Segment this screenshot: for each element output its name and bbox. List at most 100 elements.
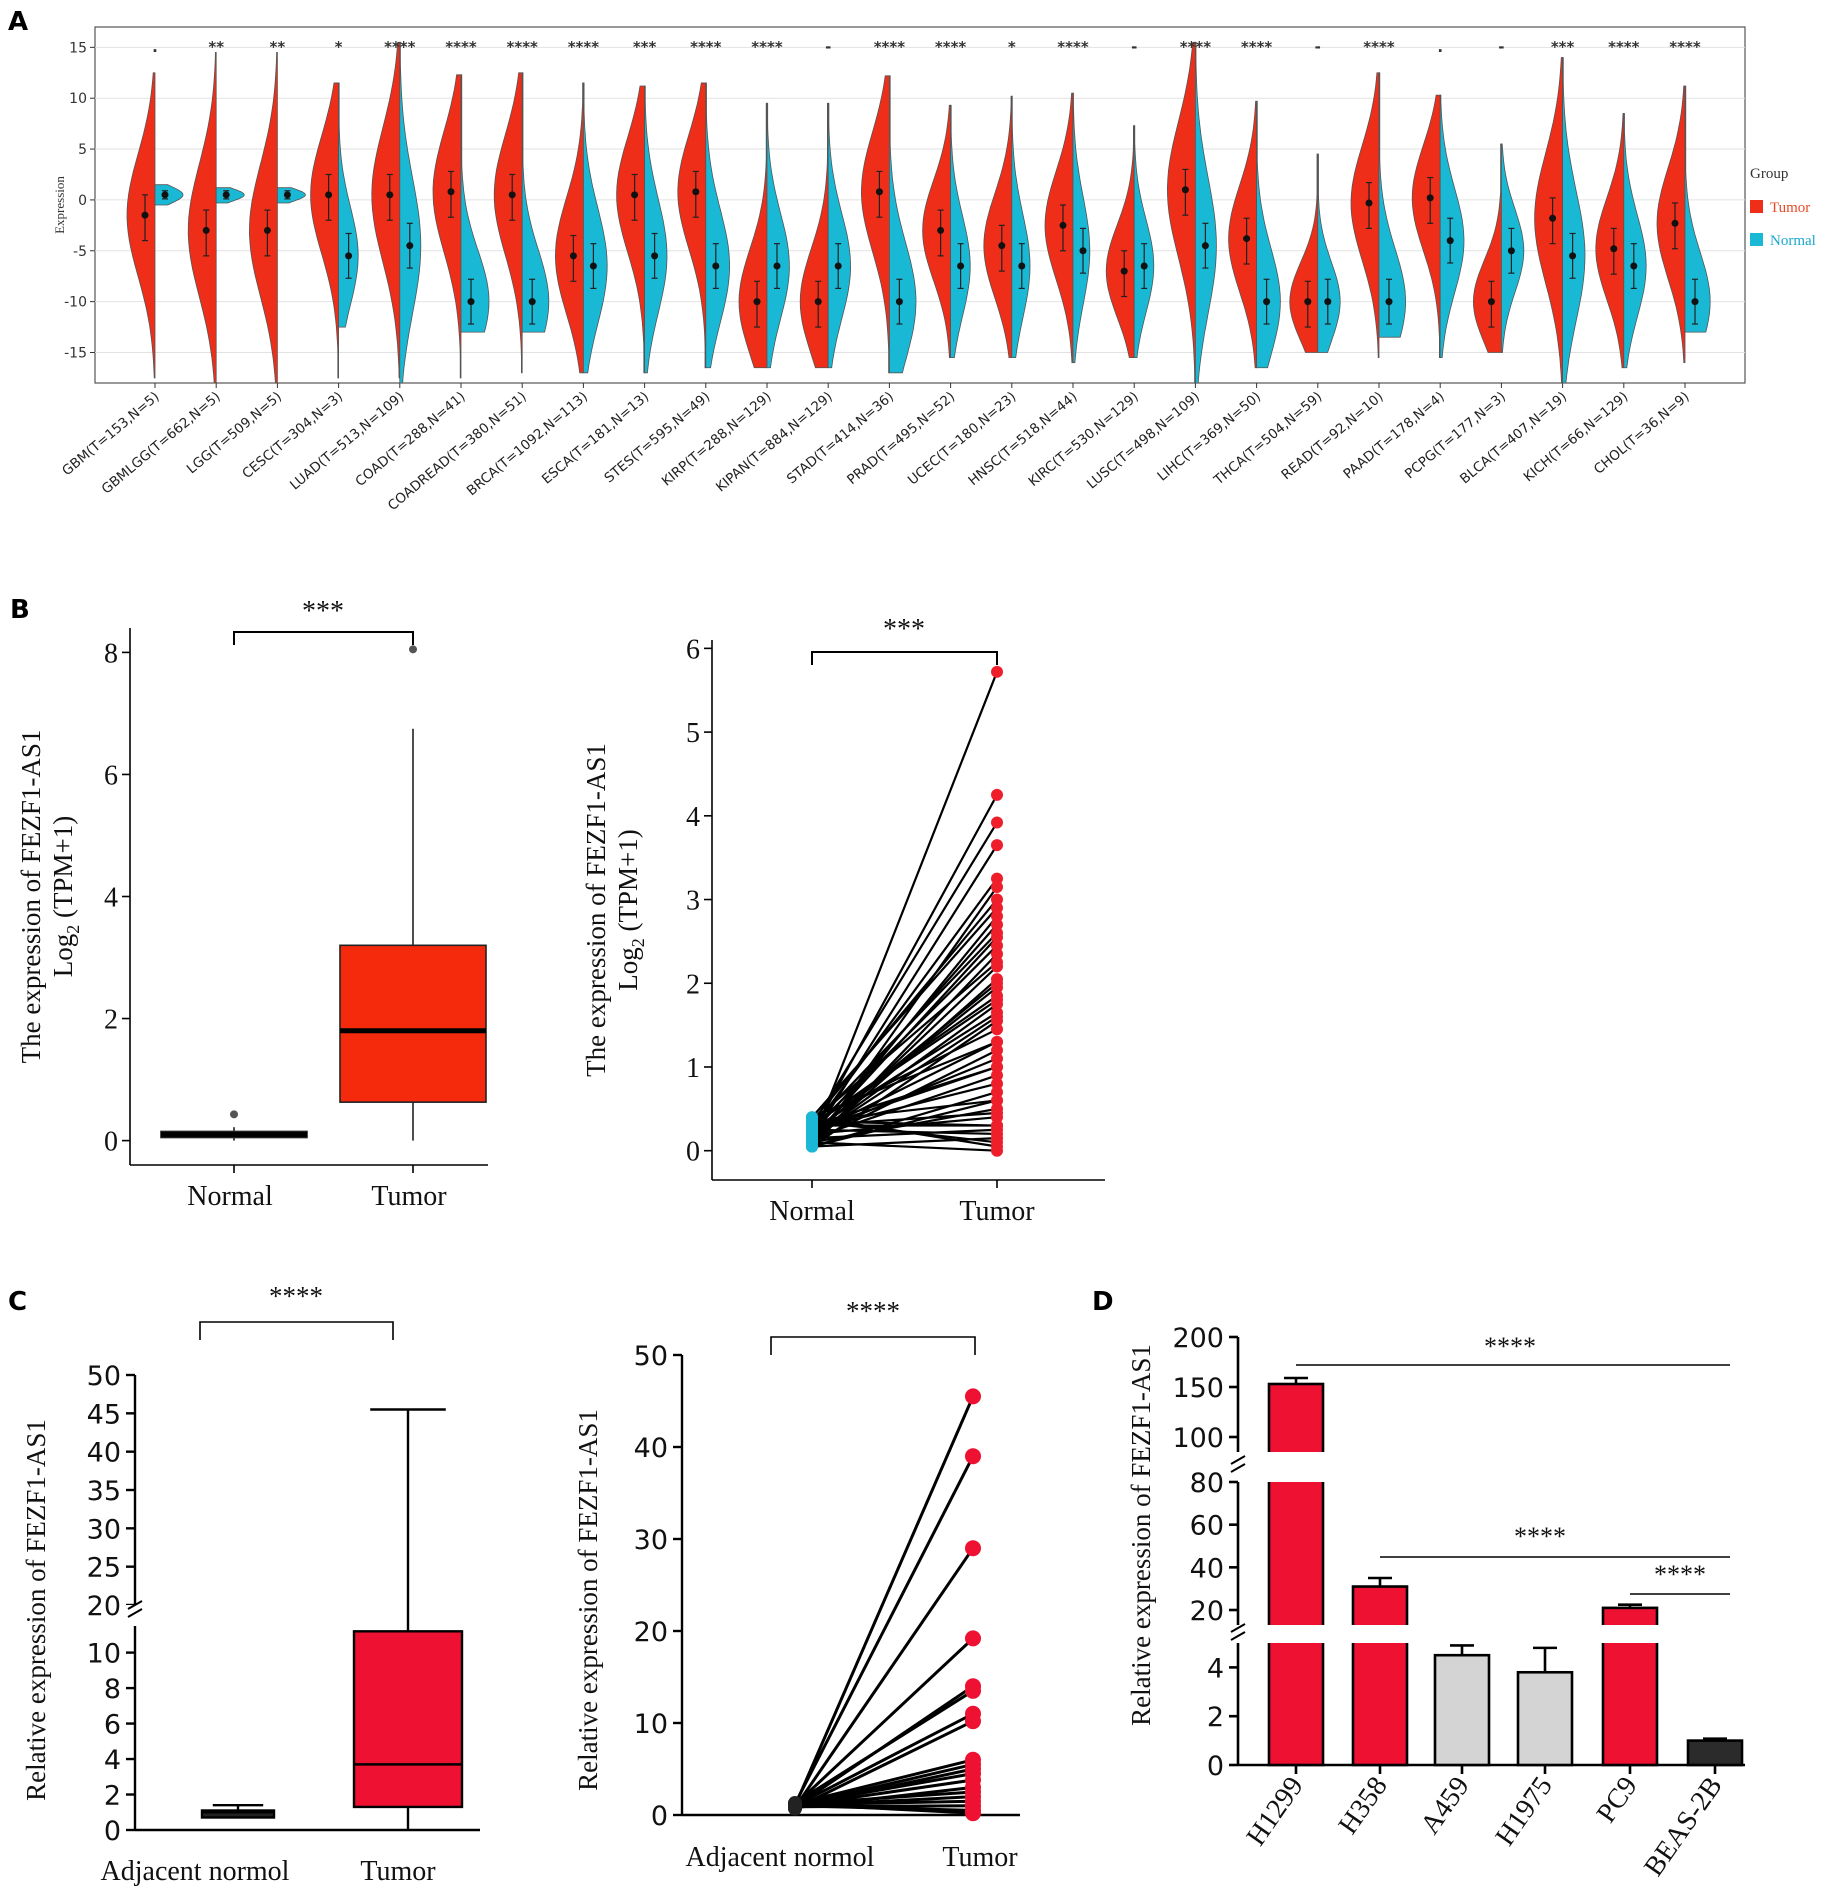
paired-line [811,1040,998,1135]
violin-tumor-half [983,95,1013,359]
y-tick-label: 50 [634,1341,668,1372]
legend-label-normal: Normal [1770,233,1816,249]
normal-median-point [1201,242,1209,250]
panel-a: 15 10 5 0 -5 -10 -15 Expression. GBM(T=153,N=5) *… [52,26,1816,514]
tumor-median-point [631,191,639,199]
violin-normal-half [460,74,490,333]
paired-line [793,1395,975,1807]
x-category-label: Tumor [360,1856,436,1887]
violin-tumor-half [1411,94,1441,359]
paired-line [811,794,998,1135]
significance-label: **** [846,1296,900,1326]
y-tick-label: 40 [634,1433,668,1464]
paired-line [811,907,998,1118]
violin-normal-half [521,72,550,333]
bar-break-gap [1351,1625,1409,1643]
y-axis-label: Expression [52,176,67,234]
paired-line [811,1128,998,1140]
y-tick-label: 4 [104,1745,121,1776]
y-tick-label: 4 [686,802,700,833]
significance-label: *** [633,38,657,56]
x-category-label: PAAD(T=178,N=4) [1340,389,1447,483]
significance-label: **** [384,38,416,56]
paired-line [794,1772,974,1807]
violin-normal-half [1684,85,1711,333]
y-axis-label: Relative expression of FEZF1-AS1 [1126,1344,1156,1726]
paired-line [811,982,998,1135]
x-category-label: HNSC(T=518,N=44) [965,389,1080,489]
y-axis-label-line1: The expression of FEZF1-AS1 [16,730,46,1064]
violin-tumor-half [371,41,401,379]
violin-tumor-half [493,72,523,374]
tumor-median-point [1243,235,1251,243]
axis-break-mark [127,1608,143,1618]
violin-tumor-half [922,104,951,359]
panel-label: D [1092,1287,1114,1317]
paired-line [811,898,998,1123]
y-tick-label: 10 [87,1639,121,1670]
y-tick-label: 4 [104,883,118,914]
x-category-label: READ(T=92,N=10) [1278,389,1386,483]
normal-point [806,1127,818,1140]
tumor-point [991,893,1003,906]
x-category-label: Adjacent normol [101,1856,290,1887]
tumor-point [991,939,1003,952]
violin-normal-half [889,75,917,374]
tumor-point [991,1060,1003,1073]
tumor-median-point [325,191,333,199]
axis-break-mark [1230,1623,1246,1633]
axis-break-mark [1230,1631,1246,1641]
violin-tumor-half [616,85,645,374]
x-category-label: Tumor [942,1842,1018,1873]
x-category-label: ESCA(T=181,N=13) [539,389,652,488]
bar [1433,1653,1491,1767]
tumor-point [965,1805,981,1822]
tumor-point [991,1044,1003,1057]
y-tick-label: 60 [1190,1511,1224,1542]
tumor-median-point [875,188,883,196]
tumor-median-point [508,191,516,199]
y-axis-label-line2: Log [48,934,78,978]
significance-label: **** [1241,38,1273,56]
normal-median-point [895,298,903,306]
violin-tumor-half [1166,41,1196,384]
tumor-median-point [1487,298,1495,306]
significance-label: - [1315,38,1321,56]
violin-tumor-half [1595,113,1625,369]
violin-normal-half [1562,57,1586,384]
violin-tumor-half [1656,85,1686,364]
legend-swatch-normal [1750,233,1763,246]
violin-tumor-half [1534,57,1563,384]
tumor-point [991,816,1003,829]
y-axis-label: The expression of FEZF1-AS1Log2 (TPM+1) [581,743,648,1077]
x-category-label: GBMLGG(T=662,N=5) [99,389,224,498]
significance-label: **** [935,38,967,56]
x-category-label: THCA(T=504,N=59) [1210,389,1325,489]
tumor-point [991,918,1003,931]
paired-line [793,1455,975,1805]
tumor-median-point [692,188,700,196]
normal-median-point [1630,262,1638,270]
tumor-median-point [1549,214,1557,222]
y-tick-label: 5 [686,718,700,749]
paired-line [794,1689,974,1805]
tumor-point [991,994,1003,1006]
tumor-point [991,788,1003,801]
violin-normal-half [1256,100,1281,369]
normal-median-point [1324,298,1332,306]
significance-label: *** [302,596,344,627]
bar [1516,1670,1574,1767]
x-category-label: H1975 [1490,1771,1559,1851]
significance-bracket [199,1321,394,1340]
x-category-label: A459 [1415,1771,1476,1840]
tumor-point [991,901,1003,914]
tumor-point [991,1107,1003,1120]
paired-line [811,1028,998,1123]
normal-median-point [283,191,291,199]
significance-label: ** [270,38,286,56]
panel-d: 0 2 4 20 40 60 80 100 150 200 Relative expression … [1126,1323,1745,1882]
tumor-median-point [1304,298,1312,306]
y-axis-label-line2: Log [613,947,643,991]
x-category-label: UCEC(T=180,N=23) [905,389,1019,489]
axis-break-mark [1230,1463,1246,1473]
